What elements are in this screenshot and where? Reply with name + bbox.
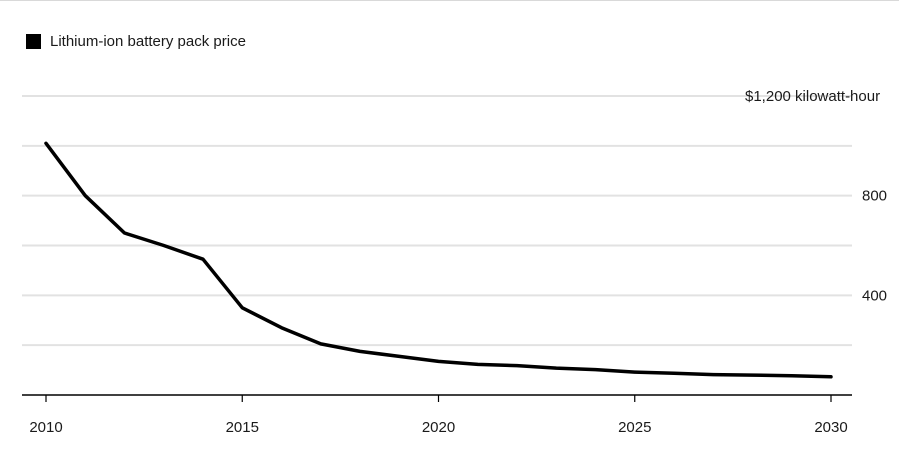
y-tick-label: $1,200 kilowatt-hour <box>745 88 880 105</box>
series-line <box>44 141 833 379</box>
x-tick-label: 2010 <box>29 419 62 436</box>
y-axis-tick-labels: $1,200 kilowatt-hour 800 400 <box>745 88 887 304</box>
legend: Lithium-ion battery pack price <box>26 33 246 50</box>
x-axis-ticks: 2010 2015 2020 2025 2030 <box>29 395 848 436</box>
y-tick-label: 800 <box>862 188 887 205</box>
x-tick-label: 2025 <box>618 419 651 436</box>
y-tick-label: 400 <box>862 287 887 304</box>
x-tick-label: 2015 <box>226 419 259 436</box>
gridlines <box>22 95 852 347</box>
legend-swatch <box>26 34 41 49</box>
x-tick-label: 2030 <box>814 419 847 436</box>
series-group <box>44 141 833 379</box>
legend-label: Lithium-ion battery pack price <box>50 33 246 50</box>
x-tick-label: 2020 <box>422 419 455 436</box>
